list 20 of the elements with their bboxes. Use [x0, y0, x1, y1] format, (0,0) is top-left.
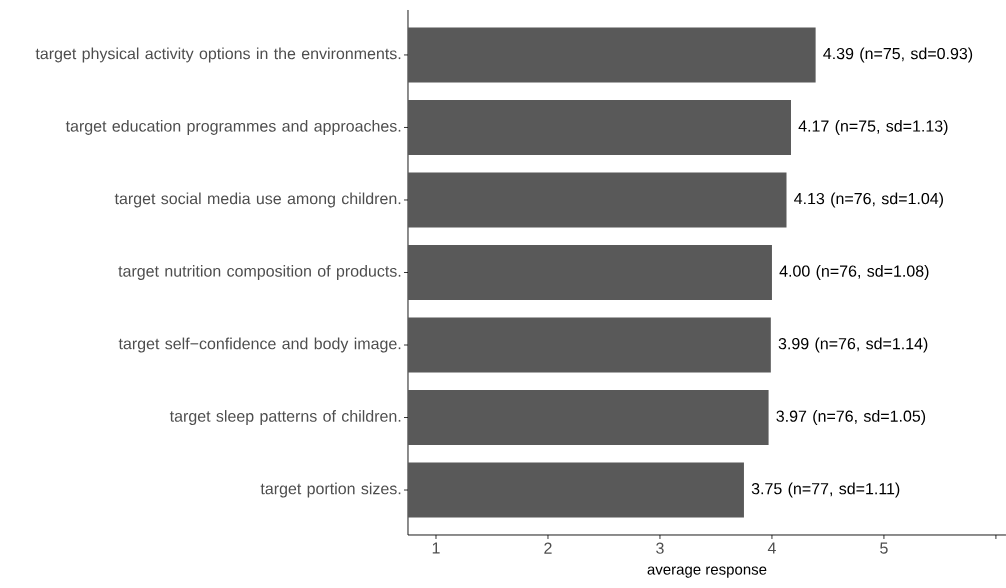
data-label: 3.75 (n=77, sd=1.11) [751, 482, 900, 498]
y-tick-label: target physical activity options in the environments. [35, 47, 401, 63]
y-tick-label: target portion sizes. [260, 482, 401, 498]
x-tick-label: 1 [432, 542, 440, 554]
x-tick-label: 2 [544, 542, 552, 554]
data-label: 4.13 (n=76, sd=1.04) [794, 192, 944, 208]
data-label: 3.99 (n=76, sd=1.14) [778, 337, 928, 353]
x-axis-title: average response [647, 566, 767, 578]
data-label: 4.17 (n=75, sd=1.13) [798, 120, 948, 135]
x-tick-label: 5 [880, 542, 888, 554]
x-tick-label: 4 [767, 542, 776, 554]
data-label: 3.97 (n=76, sd=1.05) [776, 410, 926, 425]
data-label: 4.00 (n=76, sd=1.08) [779, 265, 929, 280]
y-tick-label: target sleep patterns of children. [169, 410, 401, 425]
y-tick-label: target social media use among children. [114, 192, 401, 208]
data-label: 4.39 (n=75, sd=0.93) [823, 47, 973, 63]
y-tick-label: target education programmes and approaches. [65, 120, 401, 135]
y-tick-label: target self−confidence and body image. [118, 337, 401, 353]
y-tick-label: target nutrition composition of products. [118, 265, 401, 280]
x-tick-label: 3 [656, 542, 664, 554]
